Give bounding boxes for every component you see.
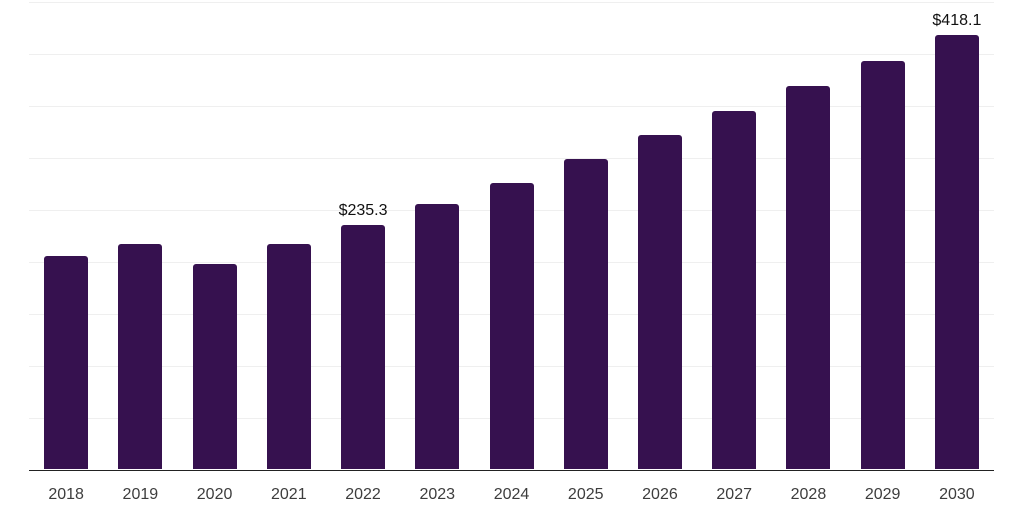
bar-2024 xyxy=(489,182,534,470)
x-tick-label-2029: 2029 xyxy=(864,486,901,503)
bar-2019 xyxy=(118,244,163,470)
bar-2029 xyxy=(860,60,905,470)
bar-2021 xyxy=(266,243,311,470)
gridline-350 xyxy=(29,105,994,107)
gridline-400 xyxy=(29,53,994,55)
gridline-450 xyxy=(29,1,994,3)
x-tick-label-2025: 2025 xyxy=(567,486,604,503)
x-tick-label-2030: 2030 xyxy=(939,486,975,503)
x-tick-label-2022: 2022 xyxy=(345,486,381,503)
x-tick-label-2019: 2019 xyxy=(122,486,159,503)
x-tick-label-2024: 2024 xyxy=(493,486,530,503)
x-tick-label-2023: 2023 xyxy=(419,486,456,503)
bar-2027 xyxy=(712,111,757,470)
bar-2018 xyxy=(44,256,89,470)
bar-2030 xyxy=(934,35,979,470)
value-label-2030: $418.1 xyxy=(932,12,982,30)
x-tick-label-2026: 2026 xyxy=(642,486,678,503)
bar-2026 xyxy=(637,134,682,470)
x-tick-label-2027: 2027 xyxy=(716,486,752,503)
bar-2022 xyxy=(341,225,386,470)
bar-2028 xyxy=(786,85,831,470)
value-label-2022: $235.3 xyxy=(338,202,388,220)
x-tick-label-2020: 2020 xyxy=(196,486,233,503)
x-tick-label-2028: 2028 xyxy=(790,486,827,503)
bar-2020 xyxy=(192,263,237,470)
gridline-300 xyxy=(29,157,994,159)
x-tick-label-2018: 2018 xyxy=(48,486,84,503)
x-tick-label-2021: 2021 xyxy=(271,486,307,503)
bar-2025 xyxy=(563,159,608,470)
x-axis-line xyxy=(29,469,994,471)
bar-2023 xyxy=(415,204,460,470)
